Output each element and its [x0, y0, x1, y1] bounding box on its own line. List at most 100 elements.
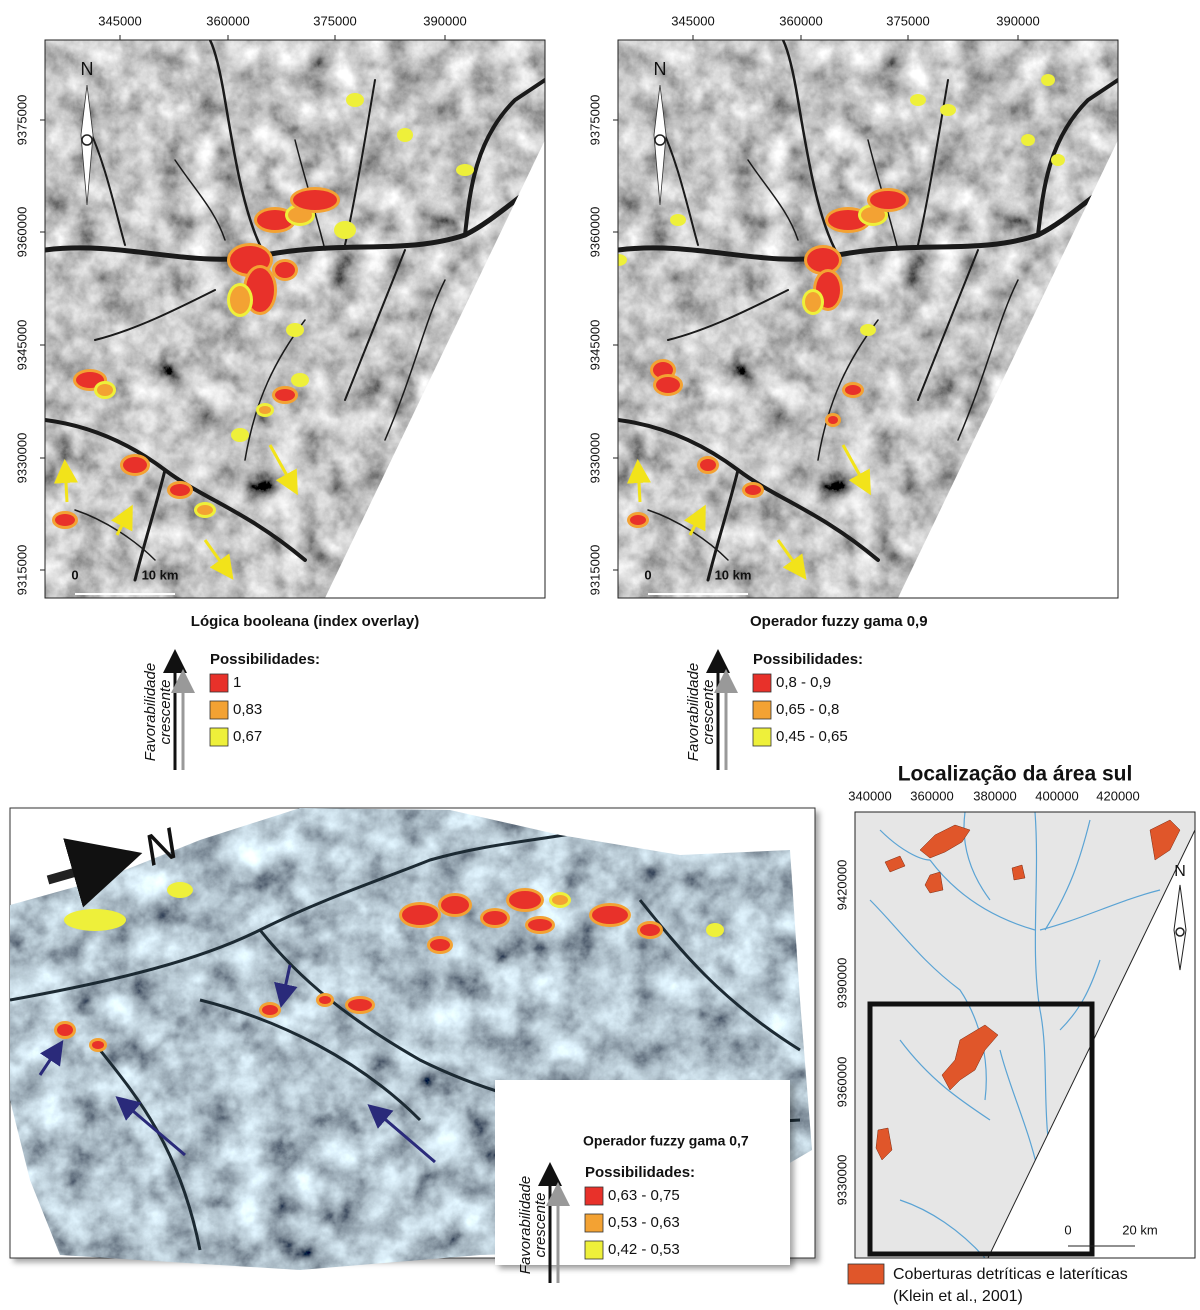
laterite-cover: [884, 855, 906, 873]
y-tick-label: 9330000: [587, 433, 602, 484]
legend-label: 0,42 - 0,53: [608, 1241, 680, 1258]
laterite-cover: [875, 1127, 893, 1161]
x-tick-label: 420000: [1096, 788, 1139, 803]
annotation-arrow: [274, 964, 298, 1008]
panel-title: Localização da área sul: [898, 763, 1133, 786]
north-label: N: [654, 59, 667, 79]
legend-swatch: [209, 700, 229, 720]
legend-swatch: [752, 673, 772, 693]
north-arrow: [46, 838, 143, 908]
favorability-patch: [828, 416, 838, 424]
favorability-patch: [289, 326, 301, 334]
river: [1034, 812, 1056, 1181]
scale-label: 10 km: [142, 567, 179, 582]
favorability-patch: [805, 292, 821, 312]
favorability-patch: [402, 905, 438, 925]
x-tick-label: 360000: [910, 788, 953, 803]
legend-swatch: [752, 700, 772, 720]
map-frame: [44, 39, 546, 599]
legend-swatch: [209, 673, 229, 693]
annotation-arrow: [684, 504, 706, 536]
scale-label: 0: [71, 567, 78, 582]
legend-swatch: [584, 1240, 604, 1260]
favorability-patch: [630, 515, 646, 525]
legend-label: 0,8 - 0,9: [776, 674, 831, 691]
favorability-patch: [1054, 157, 1062, 163]
favorability-patch: [319, 996, 331, 1004]
y-tick-label: 9330000: [14, 433, 29, 484]
legend-swatch: [584, 1213, 604, 1233]
drainage: [199, 998, 422, 1122]
x-tick-label: 345000: [671, 13, 714, 28]
legend-label: 0,65 - 0,8: [776, 701, 839, 718]
scale-label: 20 km: [1122, 1222, 1157, 1237]
annotation-arrow: [38, 1040, 64, 1076]
favorability-patch: [275, 262, 295, 278]
river: [1039, 889, 1161, 931]
river: [879, 829, 931, 861]
annotation-arrow: [841, 444, 871, 496]
favorability-patch: [618, 254, 627, 266]
legend-swatch: [209, 727, 229, 747]
y-tick-label: 9375000: [14, 95, 29, 146]
favorability-patch: [509, 891, 541, 909]
favorability-patch: [262, 1005, 278, 1015]
map-panel: 345000 360000 375000 390000 9375000 9360000 93…: [587, 13, 1119, 770]
annotation-arrow: [53, 459, 78, 503]
favorability-patch: [92, 1041, 104, 1049]
scale-label: 0: [644, 567, 651, 582]
favorability-patch: [170, 885, 190, 895]
north-label: N: [81, 59, 94, 79]
y-tick-label: 9345000: [587, 320, 602, 371]
legend-axis-label: Favorabilidade: [685, 663, 702, 761]
study-area: [867, 1001, 1095, 1257]
legend-swatch: [584, 1186, 604, 1206]
legend-heading: Possibilidades:: [753, 651, 863, 668]
annotation-arrow: [111, 504, 133, 536]
annotation-arrow: [203, 539, 234, 580]
annotation-arrow: [776, 539, 807, 580]
favorability-patch: [845, 385, 861, 395]
y-tick-label: 9315000: [587, 545, 602, 596]
panel-title: Operador fuzzy gama 0,7: [583, 1133, 749, 1149]
favorability-patch: [1024, 137, 1032, 143]
y-tick-label: 9390000: [834, 958, 849, 1009]
legend-label: 0,83: [233, 701, 262, 718]
y-tick-label: 9315000: [14, 545, 29, 596]
land: [855, 812, 1195, 1258]
x-tick-label: 380000: [973, 788, 1016, 803]
elevation-model: [618, 40, 1118, 598]
x-tick-label: 360000: [206, 13, 249, 28]
favorability-patch: [592, 906, 628, 924]
laterite-cover: [1011, 864, 1026, 881]
x-tick-label: 390000: [423, 13, 466, 28]
scale-label: 0: [1064, 1222, 1071, 1237]
favorability-patch: [441, 896, 469, 914]
legend-label: 1: [233, 674, 241, 691]
legend-label: Coberturas detríticas e lateríticas: [893, 1266, 1128, 1283]
y-tick-label: 9420000: [834, 860, 849, 911]
favorability-patch: [400, 131, 410, 139]
legend-label: 0,45 - 0,65: [776, 728, 848, 745]
legend-heading: Possibilidades:: [210, 651, 320, 668]
favorability-patch: [230, 286, 250, 314]
favorability-patch: [349, 96, 361, 104]
favorability-patch: [348, 999, 372, 1011]
river: [963, 812, 991, 901]
legend-label: 0,67: [233, 728, 262, 745]
x-tick-label: 390000: [996, 13, 1039, 28]
favorability-patch: [483, 911, 507, 925]
elevation-model: [45, 40, 545, 598]
favorability-patch: [170, 484, 190, 496]
favorability-patch: [943, 107, 953, 113]
favorability-patch: [459, 167, 471, 173]
legend-axis-label: crescente: [157, 679, 174, 744]
y-tick-label: 9360000: [834, 1057, 849, 1108]
legend-swatch: [847, 1263, 885, 1285]
favorability-patch: [552, 895, 568, 905]
location-map: [855, 812, 1195, 1258]
favorability-patch: [197, 505, 213, 515]
x-tick-label: 375000: [313, 13, 356, 28]
y-tick-label: 9345000: [14, 320, 29, 371]
